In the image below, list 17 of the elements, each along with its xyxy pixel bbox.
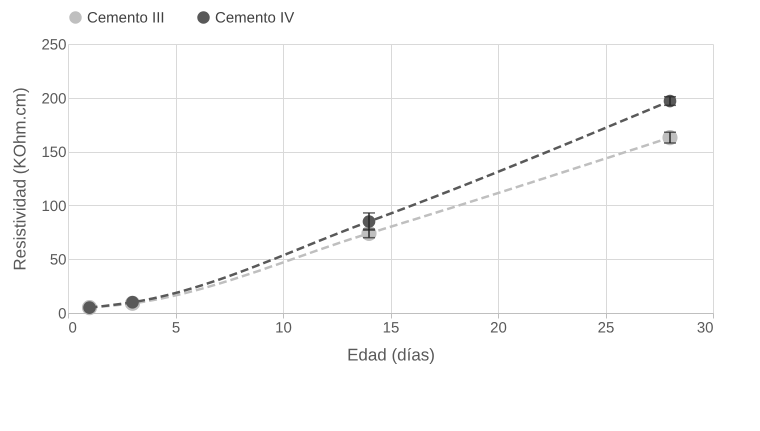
x-tick-label: 20	[490, 320, 507, 336]
x-tick-label: 0	[68, 320, 77, 336]
x-axis-title: Edad (días)	[347, 346, 435, 364]
y-axis-title: Resistividad (KOhm.cm)	[10, 87, 30, 271]
y-tick-label: 0	[58, 306, 66, 322]
legend-label: Cemento IV	[215, 10, 294, 27]
y-tick-label: 150	[41, 144, 66, 162]
legend-label: Cemento III	[87, 10, 165, 27]
x-tick-label: 10	[275, 320, 292, 336]
x-tick-label: 5	[172, 320, 180, 336]
x-tick-label: 30	[696, 320, 714, 336]
y-tick-label: 100	[41, 198, 66, 215]
y-tick-label: 50	[50, 252, 66, 269]
x-tick-label: 25	[598, 320, 614, 336]
y-tick-label: 250	[41, 36, 66, 54]
y-tick-label: 200	[41, 90, 66, 108]
x-tick-label: 15	[382, 320, 400, 336]
